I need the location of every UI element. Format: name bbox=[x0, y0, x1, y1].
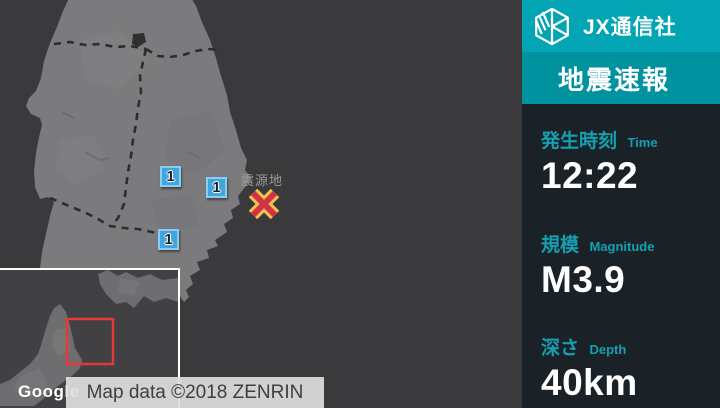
magnitude-label-en: Magnitude bbox=[589, 238, 655, 254]
map-attribution: Map data ©2018 ZENRIN bbox=[66, 377, 324, 408]
depth-label-en: Depth bbox=[589, 342, 627, 358]
alert-title: 地震速報 bbox=[557, 64, 670, 95]
epicenter-label: 震源地 bbox=[241, 173, 284, 188]
magnitude-value: M3.9 bbox=[541, 258, 626, 300]
time-value: 12:22 bbox=[541, 155, 639, 196]
google-logo[interactable]: Google bbox=[18, 382, 80, 401]
brand-header: JX通信社 bbox=[522, 0, 720, 52]
depth-section: 深さ Depth 40km bbox=[541, 333, 720, 404]
brand-name: JX通信社 bbox=[583, 16, 677, 39]
time-label-jp: 発生時刻 bbox=[541, 131, 618, 152]
alert-title-band: 地震速報 bbox=[522, 52, 720, 104]
intensity-marker: 1 bbox=[160, 166, 181, 187]
depth-label-jp: 深さ bbox=[541, 338, 580, 360]
epicenter-x-icon bbox=[248, 188, 280, 220]
depth-value: 40km bbox=[541, 362, 638, 404]
inset-viewport-rect bbox=[65, 317, 115, 366]
time-section: 発生時刻 Time 12:22 bbox=[541, 126, 720, 197]
magnitude-label-jp: 規模 bbox=[541, 234, 580, 256]
main-map[interactable]: 震源地 1 1 1 Google bbox=[0, 0, 522, 408]
jx-logo-icon bbox=[535, 7, 569, 45]
alert-details-panel: 発生時刻 Time 12:22 規模 Magnitude M3.9 深さ Dep… bbox=[522, 104, 720, 404]
magnitude-section: 規模 Magnitude M3.9 bbox=[541, 230, 720, 301]
intensity-marker: 1 bbox=[206, 177, 227, 198]
time-label-en: Time bbox=[627, 135, 658, 150]
intensity-marker: 1 bbox=[158, 229, 179, 250]
alert-sidebar: JX通信社 地震速報 発生時刻 Time 12:22 規模 Magnitude … bbox=[522, 0, 720, 408]
